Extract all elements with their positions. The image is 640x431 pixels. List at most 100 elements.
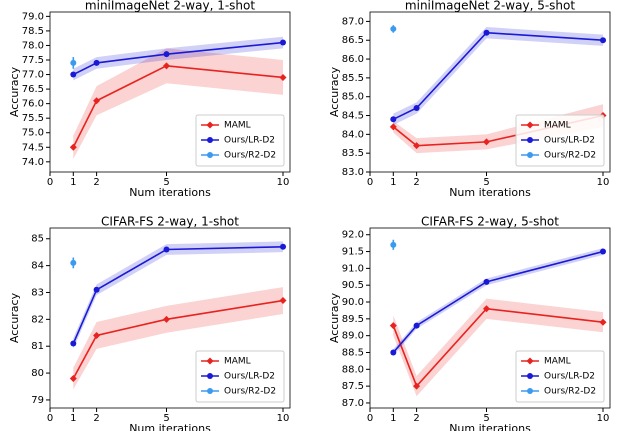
y-tick-label: 89.5	[342, 314, 364, 325]
y-tick-label: 84.0	[342, 129, 364, 140]
marker	[70, 59, 77, 66]
y-tick-label: 91.5	[342, 247, 364, 258]
marker	[389, 123, 397, 131]
x-tick-label: 0	[47, 177, 53, 188]
y-tick-label: 77.0	[22, 70, 44, 81]
chart-title: miniImageNet 2-way, 1-shot	[85, 0, 255, 13]
line	[72, 64, 284, 148]
x-tick-label: 2	[413, 177, 419, 188]
marker	[206, 357, 214, 365]
legend: MAML Ours/LR-D2 Ours/R2-D2	[515, 350, 605, 403]
subplot: CIFAR-FS 2-way, 1-shot Num iterations Accu…	[8, 215, 291, 431]
marker	[600, 248, 607, 255]
x-tick-label: 2	[93, 413, 99, 424]
marker	[527, 373, 533, 379]
confidence-band	[73, 287, 284, 390]
x-axis-label: Num iterations	[449, 422, 531, 431]
x-tick-label: 1	[70, 413, 76, 424]
y-tick-label: 76.5	[22, 84, 44, 95]
marker	[93, 331, 101, 339]
legend-label: MAML	[544, 357, 571, 367]
marker	[599, 318, 607, 326]
confidence-band	[393, 298, 604, 397]
marker	[483, 305, 491, 313]
y-tick-label: 88.5	[342, 347, 364, 358]
y-tick-label: 83	[31, 287, 44, 298]
y-tick-label: 84	[31, 261, 44, 272]
x-axis-label: Num iterations	[129, 422, 211, 431]
y-axis-label: Accuracy	[8, 292, 21, 343]
marker	[390, 241, 397, 248]
legend-label: Ours/R2-D2	[544, 387, 596, 397]
y-tick-label: 75.5	[22, 113, 44, 124]
line	[72, 299, 284, 379]
marker	[93, 286, 100, 293]
marker	[483, 138, 491, 146]
marker	[527, 137, 533, 143]
marker	[207, 388, 213, 394]
y-tick-label: 89.0	[342, 331, 364, 342]
marker	[389, 322, 397, 330]
y-axis-label: Accuracy	[8, 66, 21, 117]
legend: MAML Ours/LR-D2 Ours/R2-D2	[195, 350, 285, 403]
line	[72, 246, 284, 344]
marker	[390, 349, 397, 356]
marker	[527, 388, 533, 394]
marker	[527, 152, 533, 158]
legend-label: Ours/R2-D2	[224, 151, 276, 161]
line	[392, 250, 604, 354]
confidence-band	[393, 27, 604, 125]
legend-box	[195, 114, 285, 167]
y-tick-label: 85	[31, 234, 44, 245]
marker	[413, 105, 420, 111]
legend-label: Ours/R2-D2	[224, 387, 276, 397]
y-axis-label: Accuracy	[328, 292, 341, 343]
marker	[69, 143, 77, 151]
marker	[207, 137, 213, 143]
subplot: miniImageNet 2-way, 5-shot Num iterations…	[328, 0, 611, 199]
y-tick-label: 84.5	[342, 111, 364, 122]
subplot: CIFAR-FS 2-way, 5-shot Num iterations Accu…	[328, 215, 611, 431]
x-tick-label: 1	[390, 413, 396, 424]
marker	[70, 340, 77, 347]
line	[392, 307, 604, 388]
legend: MAML Ours/LR-D2 Ours/R2-D2	[195, 114, 285, 167]
x-tick-label: 1	[70, 177, 76, 188]
x-tick-label: 2	[413, 413, 419, 424]
marker	[279, 297, 287, 305]
y-tick-label: 91.0	[342, 263, 364, 274]
marker	[279, 73, 287, 81]
y-tick-label: 87.0	[342, 16, 364, 27]
marker	[413, 382, 421, 390]
marker	[163, 51, 170, 58]
y-tick-label: 85.5	[342, 73, 364, 84]
x-axis-label: Num iterations	[449, 186, 531, 199]
y-tick-label: 88.0	[342, 364, 364, 375]
y-tick-label: 86.5	[342, 35, 364, 46]
x-tick-label: 10	[277, 177, 290, 188]
x-axis-label: Num iterations	[129, 186, 211, 199]
x-tick-label: 10	[597, 177, 610, 188]
x-tick-label: 0	[367, 177, 373, 188]
legend-box	[195, 350, 285, 403]
confidence-band	[73, 48, 284, 159]
chart-title: CIFAR-FS 2-way, 1-shot	[101, 215, 239, 229]
legend-label: MAML	[544, 121, 571, 131]
y-axis-label: Accuracy	[328, 66, 341, 117]
legend-box	[515, 350, 605, 403]
marker	[163, 315, 171, 323]
marker	[600, 37, 607, 44]
legend-label: MAML	[224, 121, 251, 131]
axes-frame	[49, 227, 291, 409]
marker	[280, 243, 287, 250]
confidence-band	[393, 104, 604, 154]
x-tick-label: 10	[277, 413, 290, 424]
legend-label: Ours/LR-D2	[544, 372, 595, 382]
line	[72, 41, 284, 76]
axes-frame	[49, 11, 291, 173]
y-tick-label: 86.0	[342, 54, 364, 65]
y-tick-label: 78.5	[22, 26, 44, 37]
marker	[163, 62, 171, 70]
chart-title: CIFAR-FS 2-way, 5-shot	[421, 215, 559, 229]
